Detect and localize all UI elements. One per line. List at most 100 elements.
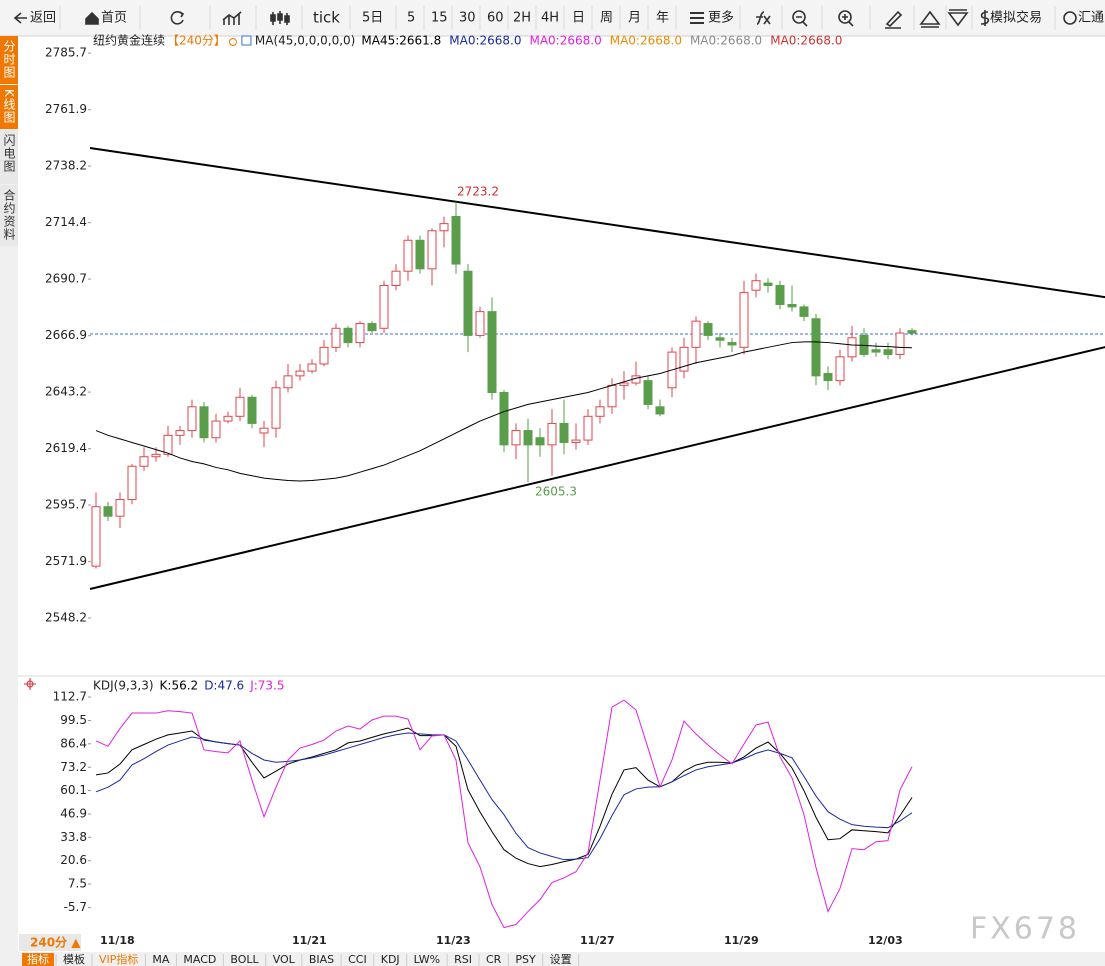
toolbar-button[interactable]: 汇通 <box>1078 11 1104 26</box>
y-tick-label: 2619.4 <box>45 441 87 455</box>
legend-text: J:73.5 <box>249 679 284 693</box>
bottom-tab[interactable]: CCI <box>348 953 367 966</box>
candle-body <box>487 311 497 394</box>
chart-icon <box>222 11 242 25</box>
candle-body <box>235 396 245 417</box>
toolbar-button[interactable]: 15 <box>431 11 448 26</box>
legend-text: MA0:2668.0 <box>610 34 682 48</box>
bottom-tab[interactable]: 指标 <box>27 952 49 966</box>
sidebar-tab[interactable] <box>0 36 18 84</box>
toolbar-button[interactable]: 2H <box>513 11 531 26</box>
candle-body <box>331 327 341 348</box>
toolbar-button[interactable]: 周 <box>600 11 613 26</box>
toolbar-button[interactable]: 5日 <box>362 11 383 26</box>
candle-body <box>139 456 149 467</box>
y-tick-label: 2785.7 <box>45 46 87 60</box>
huitong-icon <box>1063 11 1077 25</box>
bottom-tab[interactable]: VIP指标 <box>99 952 138 966</box>
y-tick-label: 2666.9 <box>45 328 87 342</box>
candle-body <box>163 434 173 455</box>
bottom-tab[interactable]: VOL <box>273 953 296 966</box>
toolbar-button[interactable]: 模拟交易 <box>990 10 1042 26</box>
x-tick-label: 11/18 <box>100 934 135 947</box>
sidebar-tab[interactable] <box>0 185 18 246</box>
candle-body <box>799 306 809 317</box>
bottom-tab[interactable]: LW% <box>414 953 440 966</box>
toolbar-button[interactable]: 返回 <box>30 11 56 26</box>
refresh-icon <box>170 11 185 25</box>
toolbar <box>0 0 1105 36</box>
candle-body <box>811 318 821 377</box>
candle-body <box>739 292 749 348</box>
sidebar-tab[interactable] <box>0 130 18 184</box>
candle-body <box>439 223 449 232</box>
sidebar-tab-label[interactable]: 闪电图 <box>2 134 16 173</box>
legend-text: K:56.2 <box>160 679 199 693</box>
sidebar-tab-label[interactable]: K线图 <box>2 89 16 124</box>
pencil-icon <box>885 10 903 29</box>
bottom-tab[interactable]: MACD <box>183 953 216 966</box>
toolbar-button[interactable]: tick <box>313 9 340 27</box>
candle-body <box>583 415 593 441</box>
triangle-up-icon <box>919 10 941 28</box>
toolbar-button[interactable]: 4H <box>541 11 559 26</box>
bottom-tab[interactable]: BOLL <box>230 953 259 966</box>
bottom-tab[interactable]: RSI <box>454 953 472 966</box>
toolbar-button[interactable]: 年 <box>656 11 669 26</box>
candle-body <box>187 406 197 432</box>
candle-body <box>391 270 401 286</box>
candle-body <box>547 422 557 446</box>
toolbar-button[interactable]: 更多 <box>708 10 734 26</box>
toolbar-button[interactable]: 60 <box>487 11 504 26</box>
candle-body <box>511 430 521 446</box>
zoom-out-icon <box>792 10 806 24</box>
legend-text: MA0:2668.0 <box>449 34 521 48</box>
toolbar-button[interactable]: 30 <box>459 11 476 26</box>
toolbar-button[interactable]: 首页 <box>101 11 127 26</box>
trendline <box>89 346 1105 590</box>
legend-text: KDJ(9,3,3) <box>93 679 154 693</box>
x-tick-label: 11/21 <box>292 934 327 947</box>
bottom-tab[interactable]: CR <box>486 953 502 966</box>
legend-text: MA0:2668.0 <box>770 34 842 48</box>
toolbar-button[interactable]: 日 <box>572 11 585 26</box>
candle-body <box>211 420 221 439</box>
candle-body <box>151 453 161 458</box>
candle-body <box>451 215 461 265</box>
x-tick-label: 11/29 <box>724 934 759 947</box>
sidebar-tab[interactable] <box>0 85 18 129</box>
candle-body <box>199 406 209 439</box>
bottom-tab[interactable]: 模板 <box>63 952 85 966</box>
y-tick-label: 7.5 <box>68 877 87 891</box>
bottom-tab[interactable]: PSY <box>515 953 536 966</box>
bottom-tab[interactable]: 设置 <box>550 953 572 966</box>
toolbar-button[interactable]: 月 <box>628 11 641 26</box>
sidebar-tab-label[interactable]: 分时图 <box>2 40 16 79</box>
legend-icon <box>241 35 252 46</box>
toolbar-button[interactable]: 5 <box>407 11 415 26</box>
period-select-label[interactable]: 240分 ▲ <box>30 935 81 950</box>
candle-body <box>499 392 509 446</box>
candle-body <box>115 499 125 517</box>
candle-body <box>355 323 365 344</box>
candle-body <box>775 284 785 306</box>
candle-body <box>91 506 101 567</box>
period-select[interactable] <box>19 934 81 951</box>
candle-body <box>691 320 701 348</box>
y-tick-label: -5.7 <box>64 900 87 914</box>
candle-body <box>619 382 629 386</box>
bottom-tab[interactable]: MA <box>152 953 169 966</box>
y-tick-label: 2548.2 <box>45 611 87 625</box>
candle-body <box>835 356 845 382</box>
zoom-in-icon <box>838 10 852 24</box>
candle-body <box>343 327 353 344</box>
candle-body <box>823 372 833 382</box>
candle-body <box>295 370 305 377</box>
bottom-tab[interactable]: BIAS <box>309 953 334 966</box>
candle-body <box>787 304 797 308</box>
zoom-out-handle <box>796 16 808 27</box>
bottom-tab[interactable]: KDJ <box>381 953 400 966</box>
legend-text: MA0:2668.0 <box>529 34 601 48</box>
sidebar-tab-label[interactable]: 合约资料 <box>2 188 16 241</box>
